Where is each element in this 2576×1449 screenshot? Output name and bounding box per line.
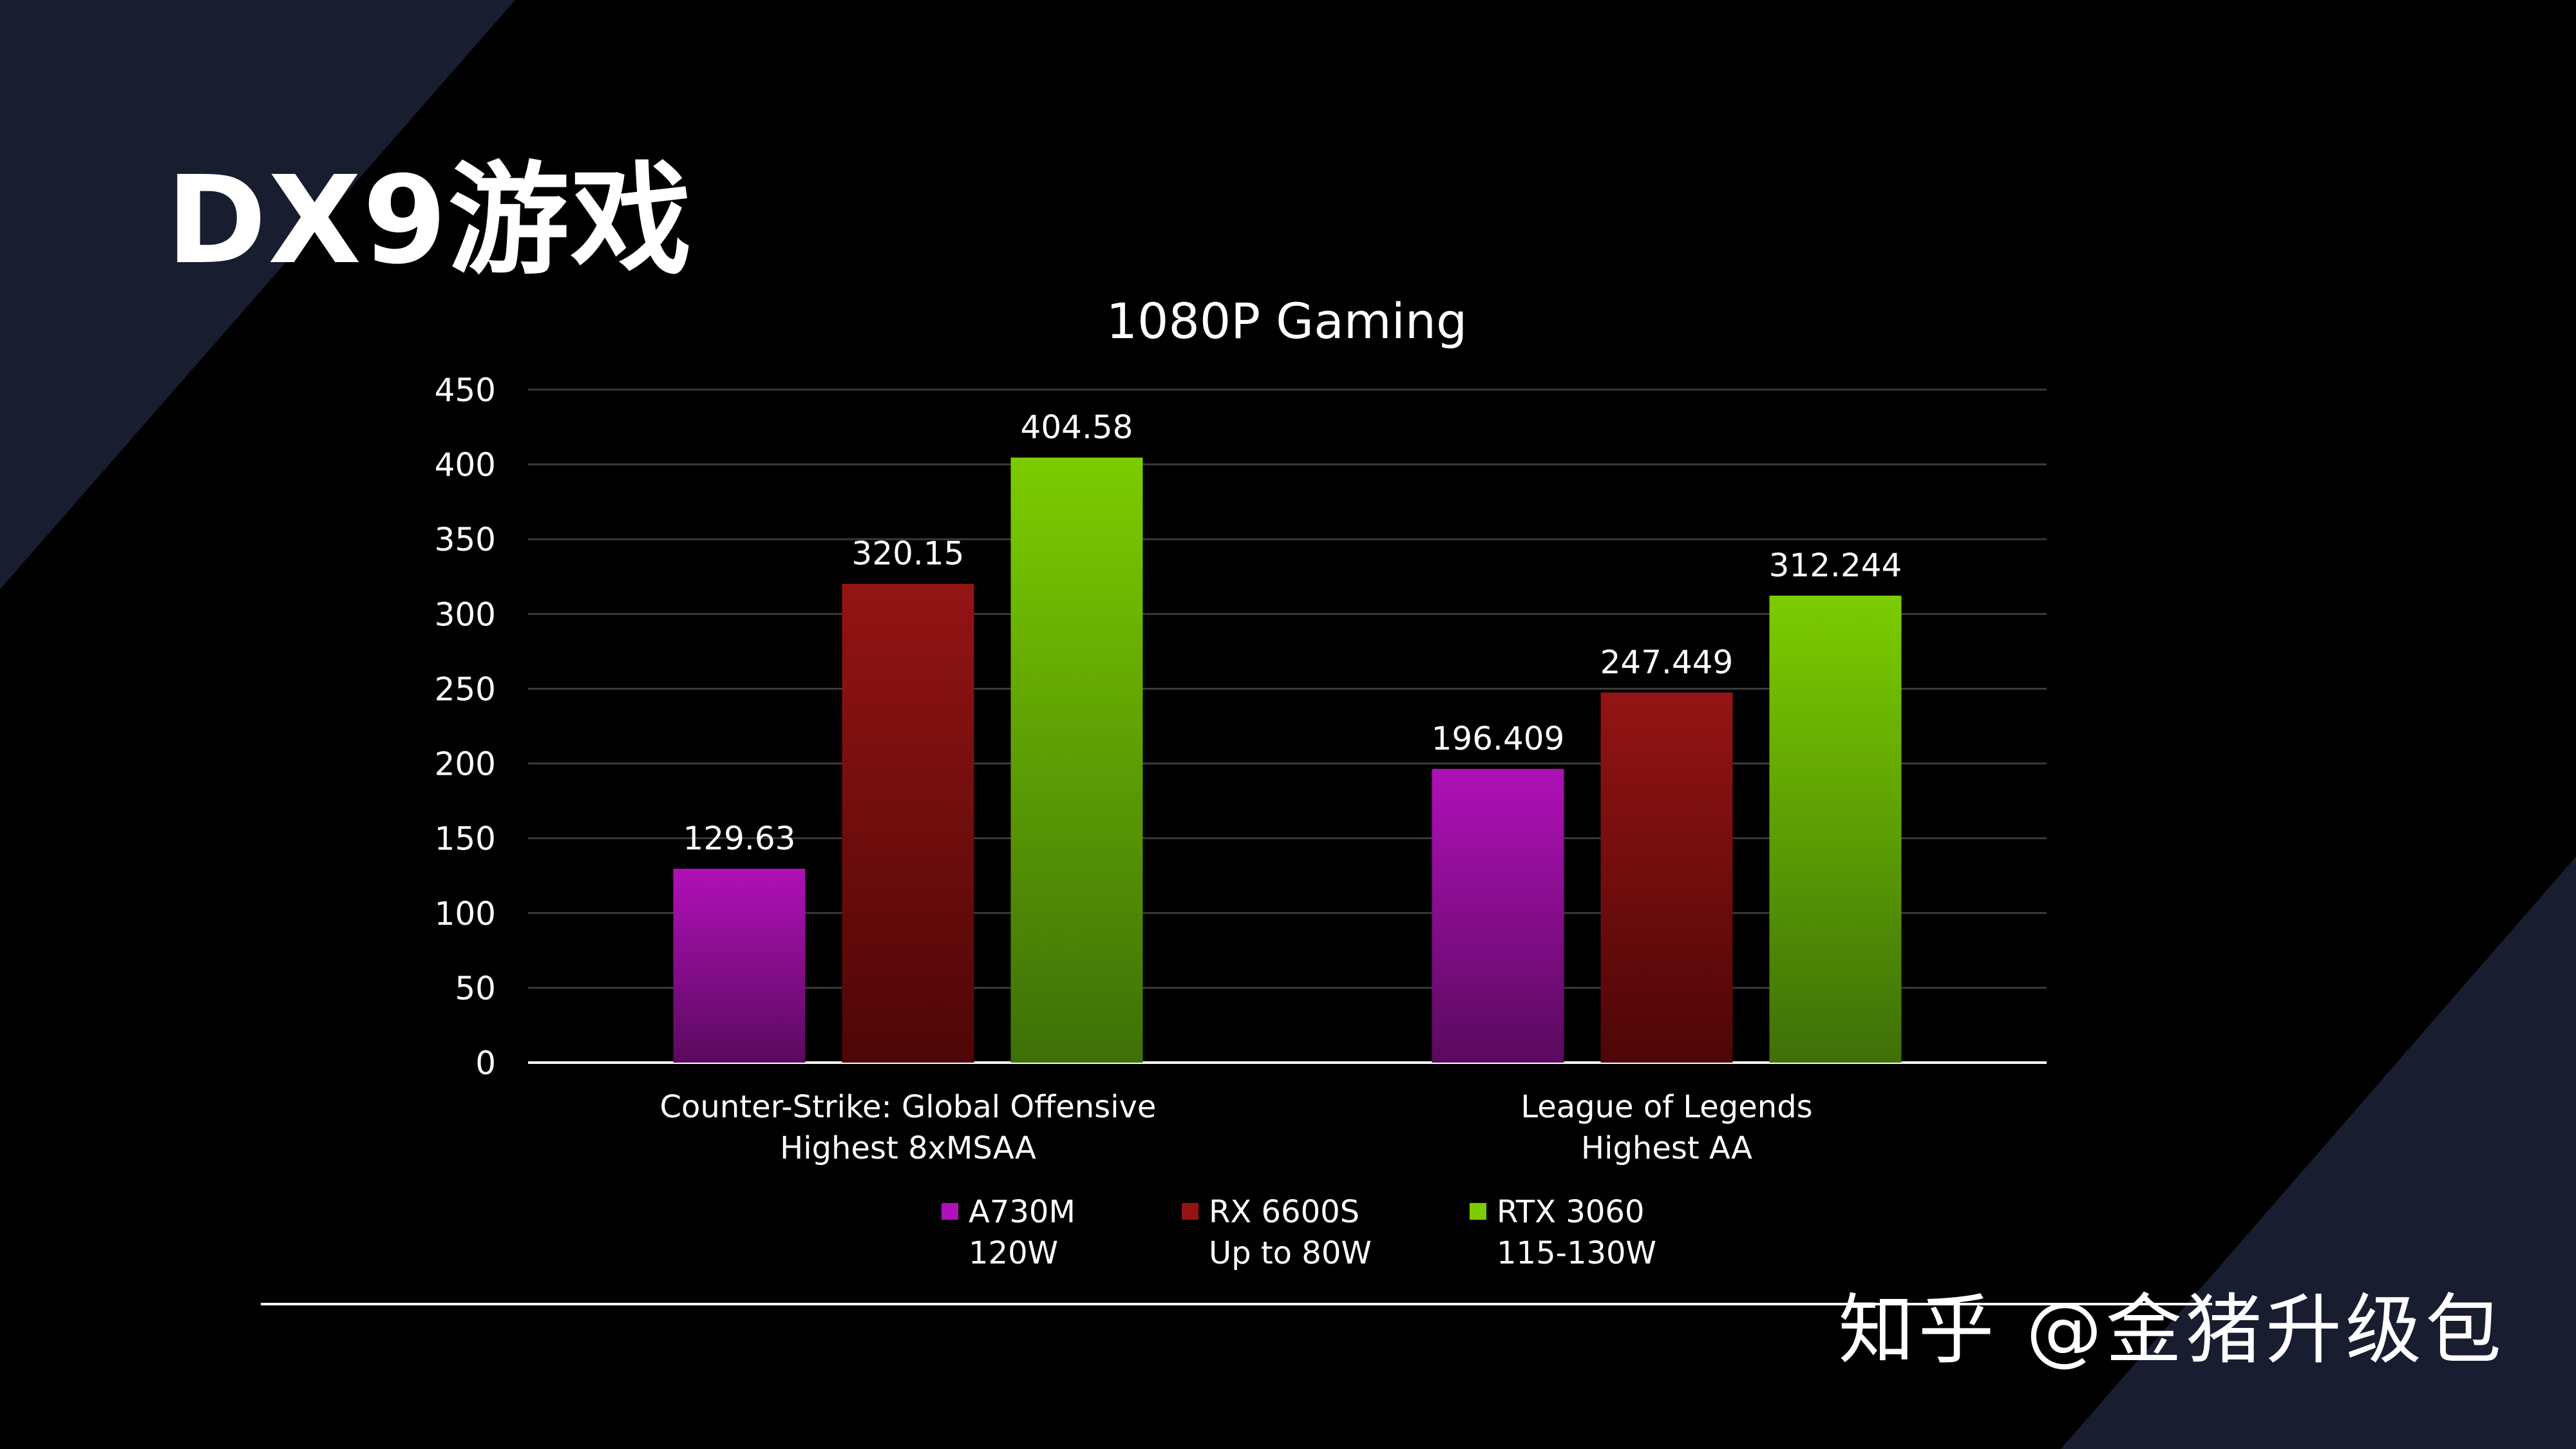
y-axis-ticks: 0 50 100 150 200 250 300 350 400 450: [435, 372, 496, 1082]
y-tick-label: 450: [435, 372, 496, 409]
y-tick-label: 200: [435, 746, 496, 783]
y-tick-label: 300: [435, 596, 496, 633]
bar: [842, 583, 974, 1063]
x-category-label: League of Legends: [1520, 1089, 1812, 1125]
legend-label: Up to 80W: [1209, 1235, 1372, 1271]
slide-title: DX9游戏: [166, 150, 693, 291]
legend-label: A730M: [969, 1194, 1075, 1230]
legend-label: RTX 3060: [1497, 1194, 1644, 1230]
bar: [1600, 692, 1733, 1063]
chart-title: 1080P Gaming: [1106, 292, 1467, 350]
legend-label: 120W: [969, 1235, 1058, 1271]
bar: [1769, 595, 1902, 1063]
legend-swatch: [1470, 1203, 1486, 1220]
legend-swatch: [942, 1203, 958, 1220]
data-label: 312.244: [1769, 547, 1902, 584]
y-tick-label: 250: [435, 670, 496, 708]
data-label: 404.58: [1021, 408, 1133, 446]
data-label: 247.449: [1600, 643, 1734, 681]
bar: [673, 868, 806, 1063]
y-tick-label: 350: [435, 521, 496, 558]
y-tick-label: 100: [435, 895, 496, 933]
data-label: 320.15: [852, 535, 965, 573]
x-category-label: Counter-Strike: Global Offensive: [660, 1089, 1157, 1125]
top-left-panel: [0, 0, 515, 589]
data-label: 129.63: [683, 820, 796, 857]
y-tick-label: 0: [475, 1045, 496, 1082]
x-category-label: Highest 8xMSAA: [780, 1130, 1036, 1166]
bars: [673, 457, 1902, 1063]
legend: A730M 120W RX 6600S Up to 80W RTX 3060 115-13…: [942, 1194, 1656, 1271]
legend-label: 115-130W: [1497, 1235, 1656, 1271]
bottom-right-panel: [2061, 857, 2576, 1449]
legend-label: RX 6600S: [1209, 1194, 1359, 1230]
data-labels: 129.63 320.15 404.58 196.409 247.449 312.244: [683, 408, 1902, 857]
watermark: 知乎 @金猪升级包: [1838, 1285, 2505, 1374]
bar: [1010, 457, 1143, 1063]
y-tick-label: 50: [455, 970, 496, 1007]
y-tick-label: 400: [435, 446, 496, 484]
x-category-label: Highest AA: [1581, 1130, 1752, 1166]
data-label: 196.409: [1432, 720, 1565, 757]
y-tick-label: 150: [435, 820, 496, 858]
legend-swatch: [1182, 1203, 1198, 1220]
bar: [1432, 768, 1564, 1063]
x-axis-categories: Counter-Strike: Global Offensive Highest …: [660, 1089, 1813, 1166]
